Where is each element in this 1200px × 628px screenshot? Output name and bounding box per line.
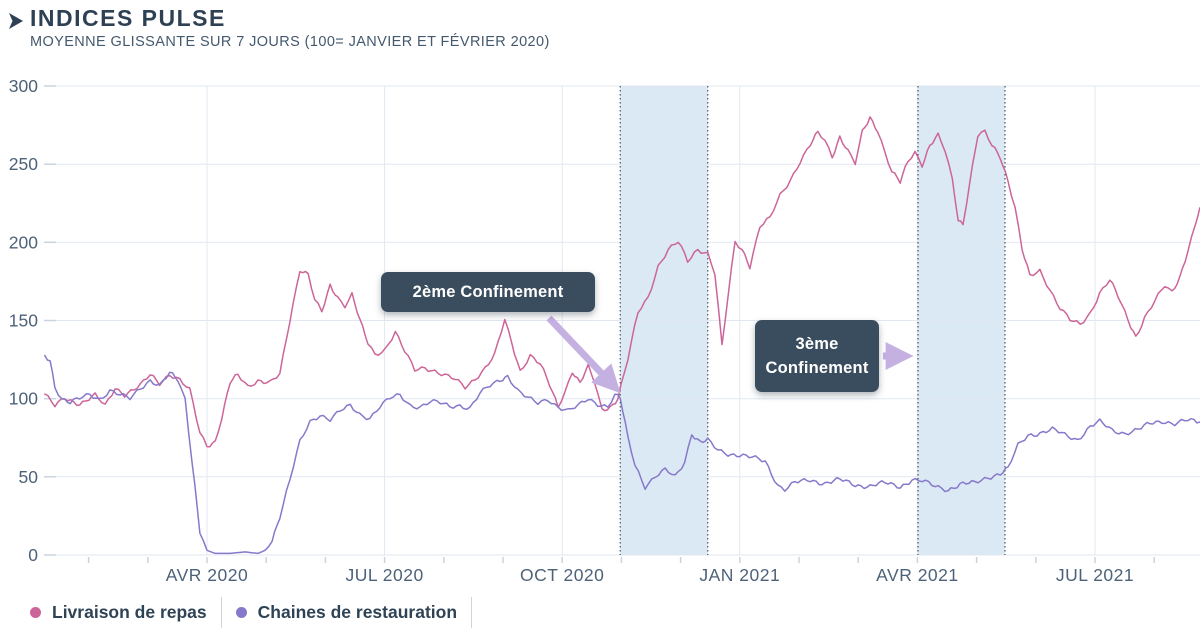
series-line-livraison [44,116,1200,448]
legend-label: Livraison de repas [52,602,207,622]
chart-header: INDICES PULSE MOYENNE GLISSANTE SUR 7 JO… [8,5,550,51]
gridlines [45,85,1200,556]
legend-item-livraison: Livraison de repas [0,597,222,628]
x-tick-label: JUL 2021 [1056,565,1134,585]
series-line-chaines [44,354,1200,555]
chart-legend: Livraison de repas Chaines de restaurati… [0,597,473,628]
x-tick-label: AVR 2021 [876,565,958,585]
annotation-arrows [546,315,914,394]
annotation-confinement-2: 2ème Confinement [381,272,595,312]
y-tick-label: 0 [28,545,38,565]
page-subtitle: MOYENNE GLISSANTE SUR 7 JOURS (100= JANV… [30,34,550,50]
legend-dot-livraison-icon [30,607,41,618]
y-tick-label: 250 [9,154,38,174]
x-tick-label: JAN 2021 [699,565,780,585]
arrow-confinement-2-icon [546,315,621,394]
series-lines [44,116,1200,555]
page-title: INDICES PULSE [30,5,226,31]
legend-label: Chaines de restauration [257,602,458,622]
y-tick-label: 100 [9,389,38,409]
y-tick-label: 200 [9,232,38,252]
y-tick-label: 300 [9,76,38,96]
x-tick-label: JUL 2020 [345,565,423,585]
legend-dot-chaines-icon [235,607,247,618]
title-arrow-icon [8,12,24,35]
annotation-confinement-3: 3ème Confinement [755,320,879,392]
y-tick-label: 150 [9,311,38,331]
x-tick-label: AVR 2020 [166,565,248,585]
legend-item-chaines: Chaines de restauration [222,597,473,628]
x-tick-label: OCT 2020 [520,565,604,585]
y-tick-label: 50 [19,467,39,487]
axis: 0 50 100 150 200 250 300 AVR 2020 JUL 2020 OCT 20… [9,76,1155,585]
